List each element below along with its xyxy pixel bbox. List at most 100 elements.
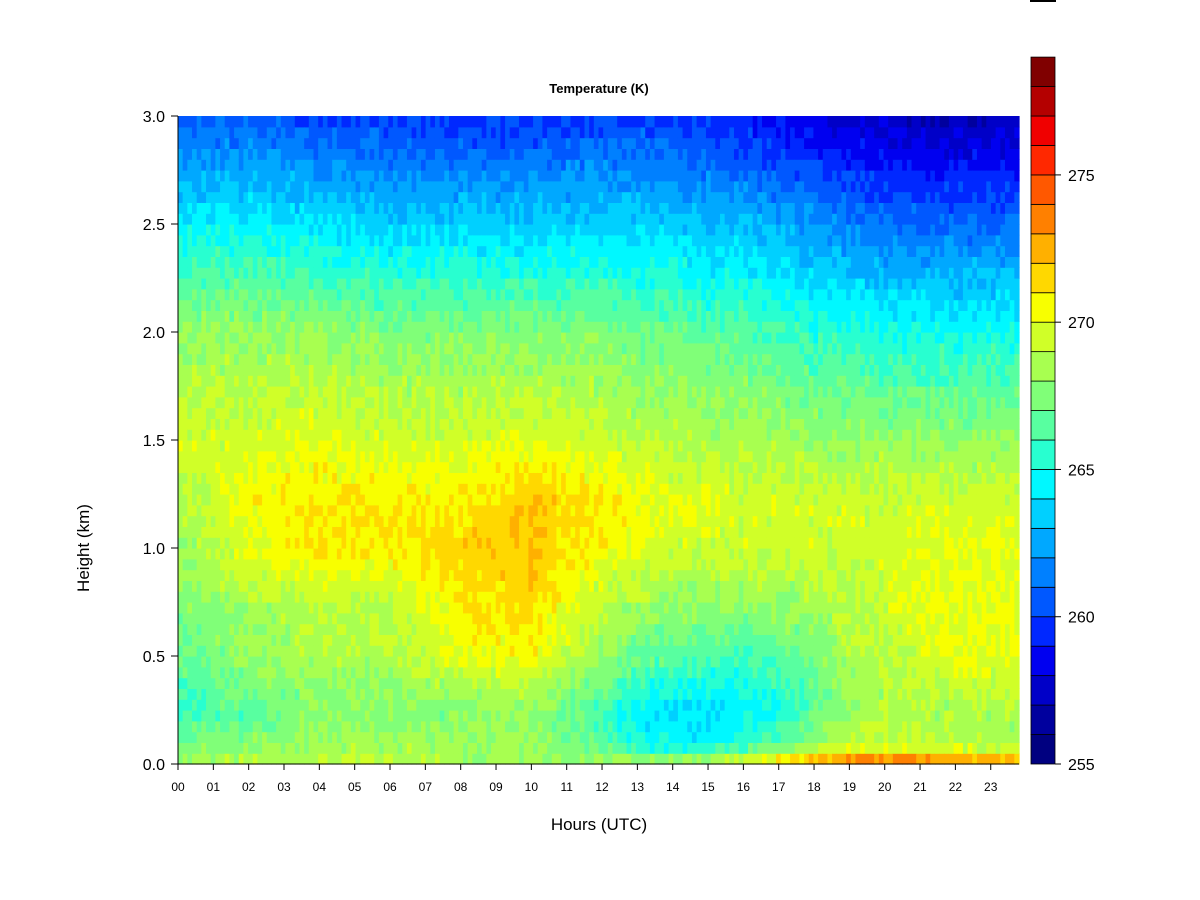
heatmap-cell [220, 450, 226, 463]
heatmap-cell [547, 526, 553, 538]
heatmap-cell [425, 580, 431, 592]
heatmap-cell [519, 126, 525, 139]
heatmap-cell [420, 656, 427, 668]
heatmap-cell [481, 558, 487, 571]
heatmap-cell [234, 159, 240, 171]
heatmap-cell [406, 170, 413, 182]
heatmap-cell [341, 731, 347, 743]
heatmap-cell [327, 159, 333, 171]
heatmap-cell [196, 742, 202, 754]
heatmap-cell [210, 656, 216, 668]
heatmap-cell [318, 461, 324, 473]
heatmap-cell [467, 602, 473, 614]
heatmap-cell [383, 742, 389, 754]
heatmap-cell [378, 656, 385, 668]
heatmap-cell [322, 159, 329, 171]
heatmap-cell [220, 504, 226, 517]
heatmap-cell [472, 656, 478, 668]
heatmap-cell [313, 612, 319, 625]
heatmap-cell [425, 537, 431, 549]
heatmap-cell [463, 396, 469, 409]
heatmap-cell [308, 224, 315, 236]
heatmap-cell [332, 504, 338, 517]
heatmap-cell [406, 288, 413, 301]
heatmap-cell [238, 342, 245, 355]
heatmap-cell [416, 137, 422, 149]
heatmap-cell [332, 332, 338, 344]
heatmap-cell [187, 666, 193, 679]
heatmap-cell [327, 364, 333, 376]
heatmap-cell [285, 278, 291, 290]
heatmap-cell [285, 407, 291, 419]
heatmap-cell [561, 288, 567, 301]
heatmap-cell [388, 591, 394, 603]
heatmap-cell [243, 299, 249, 311]
heatmap-cell [458, 753, 464, 765]
heatmap-cell [224, 515, 230, 527]
heatmap-cell [406, 364, 413, 376]
heatmap-cell [481, 396, 487, 409]
heatmap-cell [210, 515, 216, 527]
heatmap-cell [505, 580, 511, 592]
heatmap-cell [355, 483, 361, 495]
heatmap-cell [257, 170, 263, 182]
heatmap-cell [500, 332, 506, 344]
heatmap-cell [192, 440, 198, 452]
heatmap-cell [439, 569, 445, 581]
heatmap-cell [332, 526, 338, 538]
heatmap-cell [336, 494, 343, 506]
heatmap-cell [411, 515, 417, 527]
heatmap-cell [514, 623, 520, 635]
heatmap-cell [220, 677, 226, 689]
heatmap-cell [294, 591, 301, 603]
heatmap-cell [257, 213, 263, 225]
heatmap-cell [201, 623, 207, 635]
heatmap-cell [201, 440, 207, 452]
heatmap-cell [294, 537, 301, 549]
heatmap-cell [192, 396, 198, 409]
heatmap-cell [327, 180, 333, 193]
heatmap-cell [509, 332, 515, 344]
heatmap-cell [238, 202, 245, 214]
heatmap-cell [332, 634, 338, 646]
heatmap-cell [509, 450, 515, 463]
heatmap-cell [178, 450, 184, 463]
heatmap-cell [547, 159, 553, 171]
heatmap-cell [561, 116, 567, 128]
heatmap-cell [444, 591, 450, 603]
heatmap-cell [346, 234, 352, 247]
heatmap-cell [266, 515, 273, 527]
heatmap-cell [453, 742, 459, 754]
heatmap-cell [276, 332, 282, 344]
heatmap-cell [220, 310, 226, 322]
heatmap-cell [392, 450, 399, 463]
heatmap-cell [350, 191, 357, 203]
heatmap-cell [238, 332, 245, 344]
heatmap-cell [467, 731, 473, 743]
heatmap-cell [392, 742, 399, 754]
heatmap-cell [206, 677, 212, 689]
heatmap-cell [551, 731, 558, 743]
heatmap-cell [463, 321, 469, 333]
heatmap-cell [276, 126, 282, 139]
heatmap-cell [458, 245, 464, 257]
heatmap-cell [388, 386, 394, 398]
heatmap-cell [444, 148, 450, 160]
heatmap-cell [467, 494, 473, 506]
heatmap-cell [262, 364, 268, 376]
heatmap-cell [406, 753, 413, 765]
heatmap-cell [280, 515, 287, 527]
heatmap-cell [369, 396, 375, 409]
heatmap-cell [495, 461, 501, 473]
heatmap-cell [505, 256, 511, 268]
heatmap-cell [477, 753, 483, 765]
heatmap-cell [547, 418, 553, 430]
heatmap-cell [280, 353, 287, 365]
heatmap-cell [481, 267, 487, 279]
heatmap-cell [383, 299, 389, 311]
heatmap-cell [528, 278, 534, 290]
heatmap-cell [388, 191, 394, 203]
heatmap-cell [434, 342, 441, 355]
heatmap-cell [336, 515, 343, 527]
heatmap-cell [192, 407, 198, 419]
